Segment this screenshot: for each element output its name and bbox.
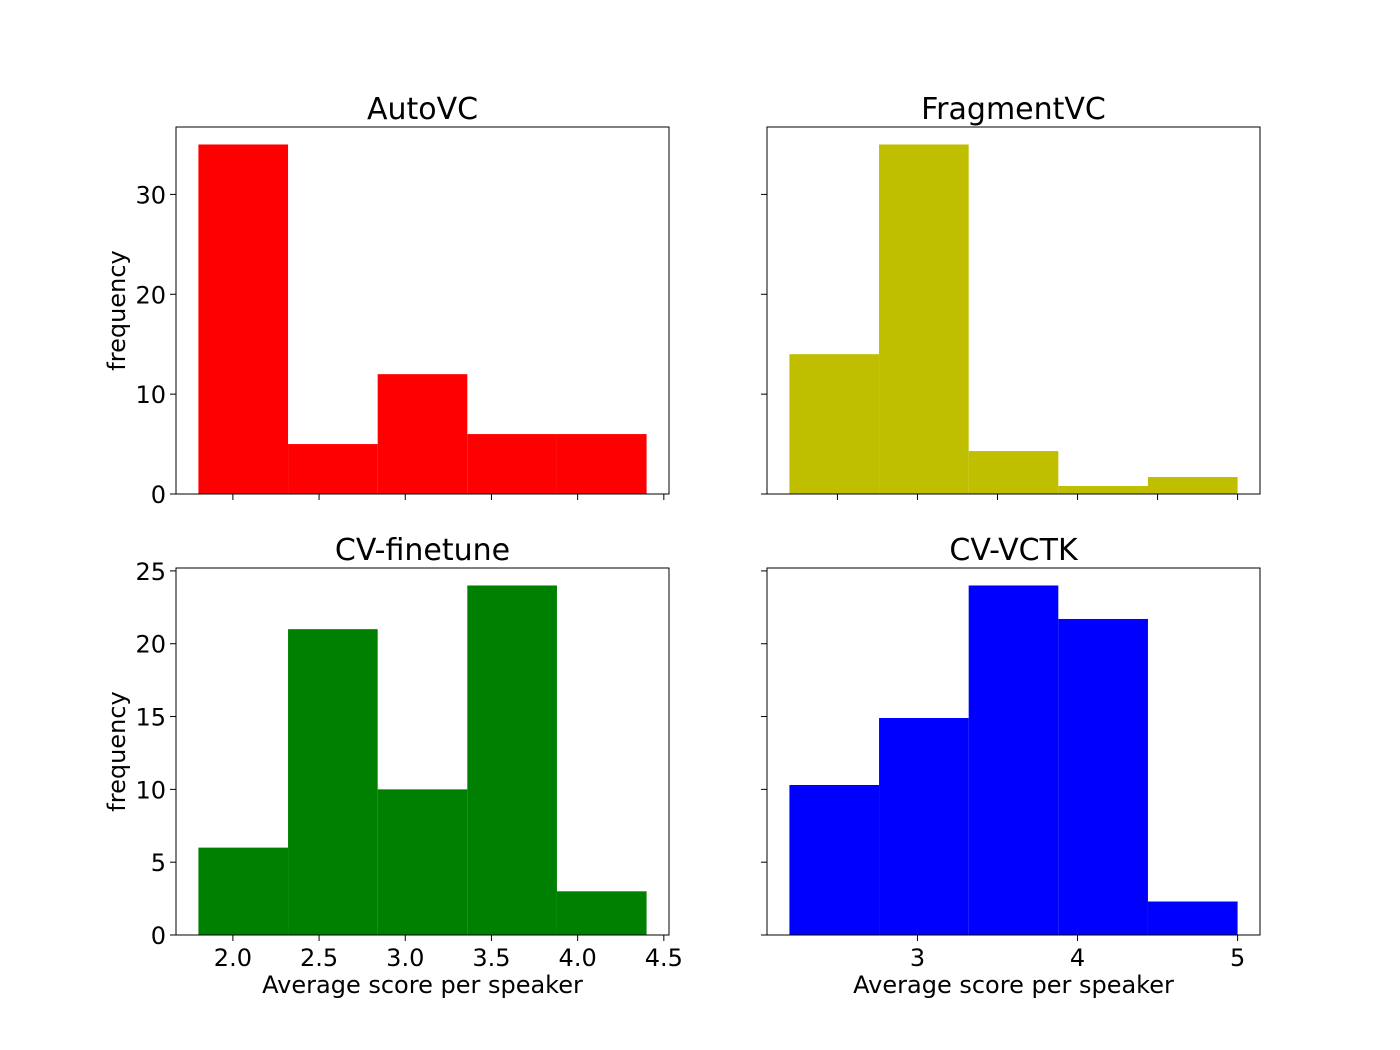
y-tick-label: 20 (135, 281, 166, 309)
x-tick-label: 4.5 (645, 944, 683, 972)
axes-frame (766, 567, 1261, 936)
y-tick-label: 0 (151, 481, 166, 509)
y-tick-label: 5 (151, 849, 166, 877)
y-tick-label: 20 (135, 631, 166, 659)
histogram-bar (377, 374, 468, 494)
axes-frame (766, 126, 1261, 495)
y-tick-label: 25 (135, 558, 166, 586)
histogram-bar (968, 585, 1059, 935)
axes-frame (175, 126, 670, 495)
histogram-bar (1058, 486, 1148, 494)
subplot-title: CV-VCTK (949, 533, 1079, 568)
y-tick-label: 10 (135, 381, 166, 409)
histogram-bar (789, 354, 880, 494)
subplot-3: 0 5 10 15 20 25 2.0 2.5 3.0 3.5 4.0 4.5 CV-finetune f… (103, 533, 683, 999)
subplot-title: AutoVC (367, 92, 478, 127)
x-tick-label: 5 (1230, 944, 1245, 972)
x-axis-label: Average score per speaker (853, 971, 1174, 999)
histogram-bar (879, 144, 969, 494)
histogram-bar (1147, 901, 1238, 935)
x-tick-label: 3 (910, 944, 925, 972)
y-axis-label: frequency (103, 691, 131, 811)
histogram-bar (288, 444, 378, 494)
x-tick-label: 4 (1070, 944, 1085, 972)
histogram-bar (556, 434, 647, 494)
histogram-bar (467, 434, 557, 494)
y-tick-label: 0 (151, 922, 166, 950)
x-tick-label: 2.5 (300, 944, 338, 972)
y-tick-label: 10 (135, 776, 166, 804)
y-tick-label: 15 (135, 704, 166, 732)
x-tick-label: 2.0 (214, 944, 252, 972)
subplot-1: 0 10 20 30 AutoVC frequency (103, 92, 670, 509)
x-axis-label: Average score per speaker (262, 971, 583, 999)
histogram-bar (467, 585, 557, 935)
histogram-bar (198, 847, 289, 935)
subplot-title: FragmentVC (921, 92, 1106, 127)
histogram-bar (288, 629, 378, 935)
histogram-bar (879, 718, 969, 935)
axes-frame (175, 567, 670, 936)
histogram-bar (1058, 618, 1148, 935)
x-tick-label: 3.5 (472, 944, 510, 972)
x-tick-label: 4.0 (559, 944, 597, 972)
histogram-bar (377, 789, 468, 935)
histogram-bar (556, 891, 647, 935)
subplot-4: 3 4 5 CV-VCTK Average score per speaker (761, 533, 1261, 999)
y-axis-label: frequency (103, 250, 131, 370)
histogram-bar (968, 451, 1059, 494)
y-tick-label: 30 (135, 181, 166, 209)
subplot-title: CV-finetune (335, 533, 510, 568)
histogram-bar (789, 784, 880, 935)
x-tick-label: 3.0 (386, 944, 424, 972)
histogram-bar (1147, 477, 1238, 494)
subplot-2: FragmentVC (761, 92, 1261, 500)
histogram-bar (198, 144, 289, 494)
